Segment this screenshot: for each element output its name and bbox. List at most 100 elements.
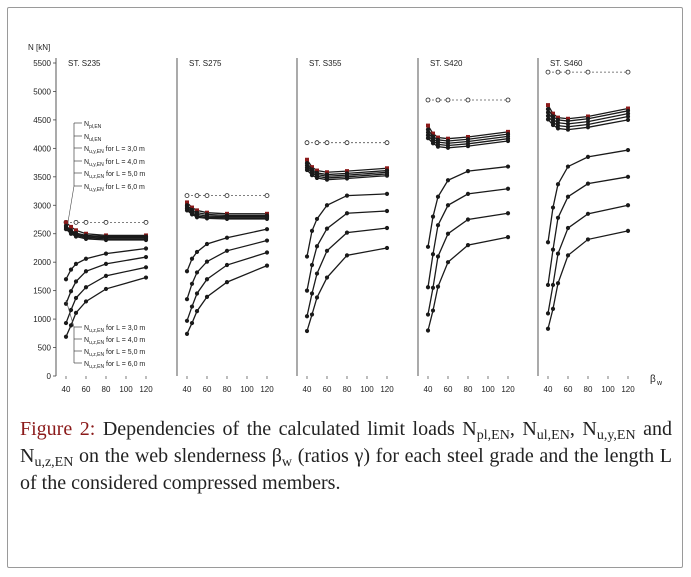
series-uz-point [545, 282, 551, 288]
series-uz-point [550, 205, 556, 210]
series-uz-line [306, 247, 388, 332]
series-nul-point [546, 103, 550, 108]
series-uz-point [585, 181, 591, 186]
series-uz-point [565, 253, 571, 258]
series-uz-point [384, 245, 390, 251]
x-tick-label: 80 [102, 385, 111, 394]
series-npl-point [505, 97, 511, 103]
series-uz-line [306, 227, 388, 317]
caption-text-1: Dependencies of the calculated limit loa… [95, 418, 477, 440]
legend-top-entry: Nu,y,EN for L = 4,0 m [84, 159, 145, 168]
series-uz-line [65, 266, 147, 324]
panel-5: ST. S460 40 60 80 100 120 [537, 58, 635, 394]
legend-subscript: u,z,EN [89, 174, 104, 180]
series-uz-point [550, 282, 556, 288]
series-uy-point [184, 208, 190, 213]
series-npl-point [324, 140, 330, 146]
legend-top-entry: Npl,EN [84, 121, 102, 130]
series-uz-point [505, 164, 511, 169]
series-uy-point [545, 106, 551, 112]
series-uy-point [445, 145, 451, 150]
series-uz-point [565, 164, 571, 169]
figure-frame [7, 7, 683, 568]
series-uz-point [545, 240, 551, 245]
legend-suffix: for L = 4,0 m [104, 337, 145, 344]
series-uy-point [309, 173, 315, 178]
caption-text-3: , N [569, 418, 597, 440]
y-tick-label: 5500 [33, 59, 51, 68]
series-uz-point [103, 286, 109, 292]
series-uz-point [314, 295, 320, 300]
x-tick-label: 100 [360, 385, 374, 394]
series-uz-point [314, 271, 320, 276]
legend-top-entry: Nu,z,EN for L = 5,0 m [84, 171, 145, 180]
series-uz-point [585, 211, 591, 216]
series-uy-point [204, 216, 210, 221]
series-npl-point [585, 69, 591, 75]
series-nul-point [325, 170, 329, 175]
x-tick-label: 100 [481, 385, 495, 394]
series-uz-point [103, 273, 109, 278]
caption-sub-npl: pl,EN [476, 428, 510, 443]
series-nul-point [431, 131, 435, 136]
x-tick-label: 120 [621, 385, 635, 394]
series-uz-point [189, 320, 195, 326]
series-uz-line [306, 193, 388, 257]
y-tick-label: 3500 [33, 173, 51, 182]
x-tick-label: 80 [343, 385, 352, 394]
series-uz-point [68, 267, 74, 272]
legend-symbol: N [84, 325, 89, 332]
series-uz-point [435, 223, 441, 228]
series-uz-line [547, 176, 629, 286]
series-nul-point [185, 200, 189, 205]
series-uz-point [184, 331, 190, 336]
series-npl-point [465, 97, 471, 103]
panel-title: ST. S235 [68, 59, 101, 68]
y-tick-label: 4500 [33, 116, 51, 125]
series-uy-point [625, 117, 631, 123]
series-uz-point [143, 246, 149, 251]
series-uz-line [427, 188, 509, 288]
series-uy-point [555, 126, 561, 131]
series-npl-point [184, 193, 190, 198]
series-uz-point [264, 227, 270, 232]
series-npl-point [625, 69, 631, 75]
series-npl-point [314, 140, 320, 146]
legend-suffix: for L = 6,0 m [104, 184, 145, 191]
series-uz-point [425, 244, 431, 249]
series-uz-point [184, 269, 190, 274]
y-tick-label: 500 [38, 344, 52, 353]
series-nul-point [310, 165, 314, 170]
y-tick-label: 2000 [33, 258, 51, 267]
legend-bottom-leader [65, 299, 75, 328]
series-uz-point [324, 226, 330, 231]
x-tick-label: 100 [601, 385, 615, 394]
series-nul-point [556, 115, 560, 120]
legend-suffix: for L = 3,0 m [104, 325, 145, 332]
x-tick-label: 40 [62, 385, 71, 394]
series-nul-point [69, 224, 73, 229]
series-uz-line [427, 212, 509, 315]
series-nul-point [345, 169, 349, 174]
caption-sub-nuy: u,y,EN [596, 428, 636, 443]
caption-text-6: (ratios γ) for each steel grade and the … [20, 445, 673, 494]
y-tick-label: 5000 [33, 87, 51, 96]
series-uz-point [445, 203, 451, 208]
series-uz-point [425, 328, 431, 333]
series-uy-point [83, 236, 89, 241]
series-uy-point [430, 141, 436, 146]
y-tick-label: 0 [47, 372, 52, 381]
series-nul-point [195, 208, 199, 213]
series-uz-point [194, 249, 200, 255]
series-uz-point [204, 259, 210, 264]
legend-symbol: N [84, 361, 89, 368]
series-uy-point [625, 114, 631, 119]
series-uz-point [63, 320, 69, 326]
series-uz-point [83, 299, 89, 304]
caption-sub-w: w [281, 455, 293, 470]
series-uz-point [430, 285, 436, 290]
series-uz-point [309, 312, 315, 317]
panel-2: ST. S275 40 60 80 100 120 [176, 58, 274, 394]
series-nul-point [626, 106, 630, 111]
series-uz-point [184, 318, 190, 323]
